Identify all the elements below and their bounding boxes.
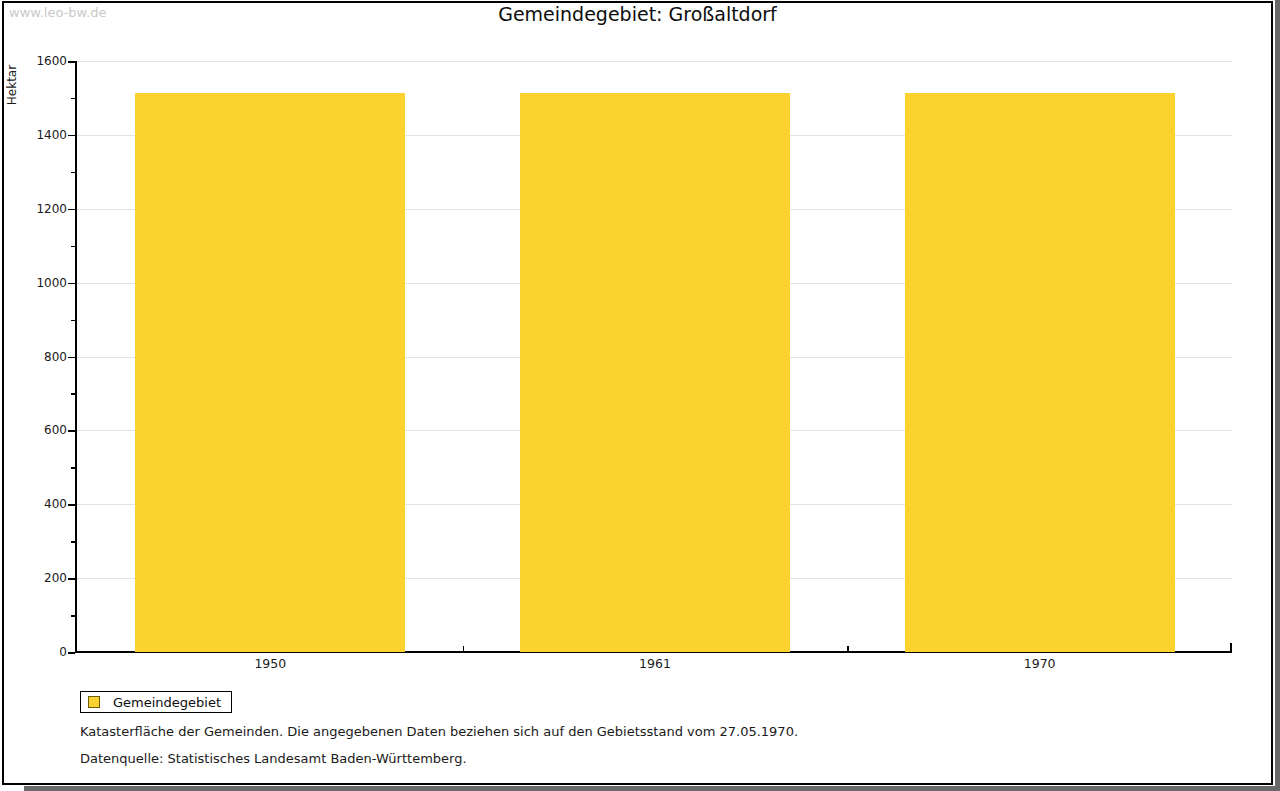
y-major-tick-1400 xyxy=(68,135,75,137)
y-major-tick-800 xyxy=(68,357,75,359)
y-major-tick-1200 xyxy=(68,209,75,211)
bar-1970 xyxy=(905,93,1175,652)
y-tick-label-1200: 1200 xyxy=(19,202,67,216)
y-axis-line xyxy=(75,61,77,653)
y-major-tick-0 xyxy=(68,652,75,654)
window-shadow-right xyxy=(1275,0,1280,791)
y-tick-label-200: 200 xyxy=(19,571,67,585)
bar-1950 xyxy=(135,93,405,652)
y-major-tick-1600 xyxy=(68,61,75,63)
y-tick-label-400: 400 xyxy=(19,497,67,511)
y-major-tick-1000 xyxy=(68,283,75,285)
bar-1961 xyxy=(520,93,790,652)
window-shadow-bottom xyxy=(24,786,1280,791)
y-tick-label-1000: 1000 xyxy=(19,276,67,290)
chart-page: www.leo-bw.de Gemeindegebiet: Großaltdor… xyxy=(0,0,1280,791)
page-title: Gemeindegebiet: Großaltdorf xyxy=(0,3,1275,25)
y-tick-label-800: 800 xyxy=(19,350,67,364)
legend-label: Gemeindegebiet xyxy=(113,695,221,710)
y-axis-title: Hektar xyxy=(5,55,19,115)
x-category-tick-1 xyxy=(463,646,465,651)
x-tick-label-1970: 1970 xyxy=(980,656,1100,671)
y-tick-label-600: 600 xyxy=(19,423,67,437)
x-tick-label-1961: 1961 xyxy=(595,656,715,671)
y-major-tick-200 xyxy=(68,578,75,580)
y-tick-label-1400: 1400 xyxy=(19,128,67,142)
gridline-1600 xyxy=(77,61,1232,62)
x-axis-end-tick xyxy=(1230,643,1232,651)
legend: Gemeindegebiet xyxy=(80,691,232,713)
y-major-tick-400 xyxy=(68,504,75,506)
legend-swatch-gemeindegebiet xyxy=(88,696,100,708)
y-tick-label-0: 0 xyxy=(19,645,67,659)
footnote-data-source: Datenquelle: Statistisches Landesamt Bad… xyxy=(80,751,467,766)
y-tick-label-1600: 1600 xyxy=(19,54,67,68)
footnote-source-note: Katasterfläche der Gemeinden. Die angege… xyxy=(80,724,798,739)
y-major-tick-600 xyxy=(68,430,75,432)
x-tick-label-1950: 1950 xyxy=(210,656,330,671)
x-category-tick-2 xyxy=(847,646,849,651)
